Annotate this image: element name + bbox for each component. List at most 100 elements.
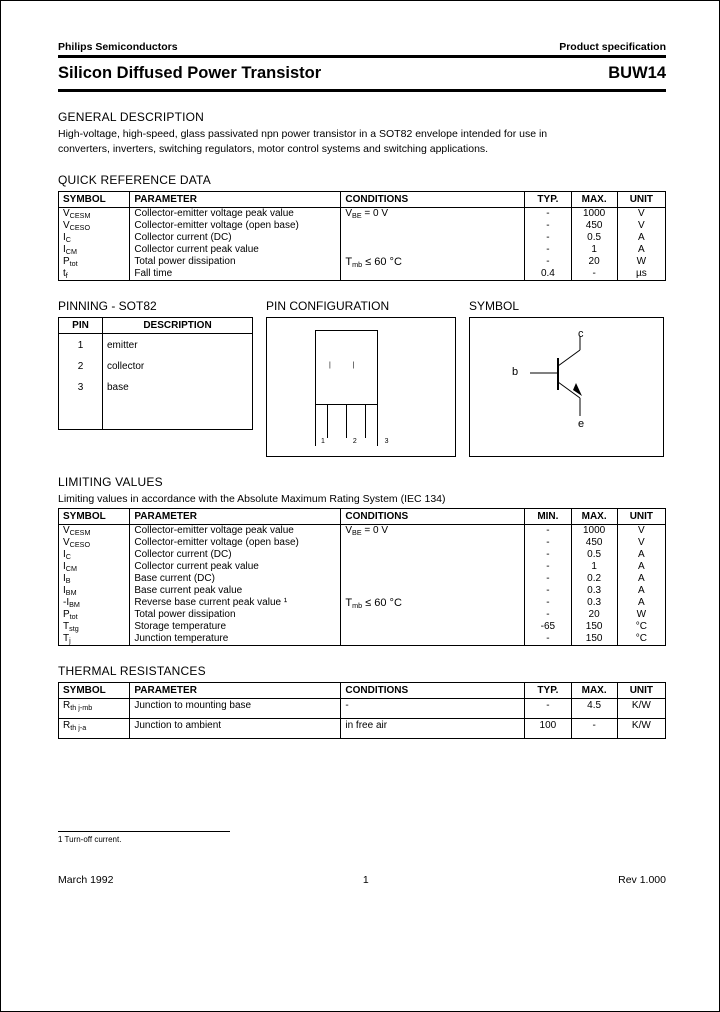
max: 20	[588, 608, 600, 620]
unit: °C	[635, 620, 647, 632]
page-footer: March 1992 1 Rev 1.000	[58, 874, 666, 886]
pin-configuration-figure: 1 2 3 | | |	[266, 317, 456, 457]
param: Total power dissipation	[134, 256, 236, 267]
max: 0.2	[587, 572, 602, 584]
param: Collector-emitter voltage (open base)	[134, 220, 299, 231]
param: Junction temperature	[134, 632, 229, 644]
param: Collector current peak value	[134, 244, 259, 255]
typ: 0.4	[540, 268, 555, 279]
sym-base: I	[63, 244, 66, 255]
package-hatch-marks: | | |	[329, 362, 389, 369]
max: 0.5	[587, 232, 602, 243]
cond-base: V	[345, 208, 353, 219]
sym-sub: CM	[65, 247, 77, 256]
sym-sub: CESM	[69, 211, 91, 220]
title-row: Silicon Diffused Power Transistor BUW14	[58, 58, 666, 89]
lv-parameter-cell: Collector-emitter voltage peak value Col…	[129, 523, 342, 646]
max: 450	[585, 220, 603, 231]
param: Collector-emitter voltage peak value	[134, 208, 294, 219]
max: 150	[585, 632, 603, 644]
cond-base: T	[345, 596, 353, 609]
min: -	[546, 524, 550, 536]
min: -	[546, 584, 550, 596]
table-row: 2 collector	[58, 353, 253, 374]
bottom-spacer	[58, 739, 666, 831]
col-min: MIN.	[524, 507, 572, 525]
unit: µs	[635, 268, 647, 279]
unit: V	[638, 220, 645, 231]
package-outline-right	[377, 330, 378, 446]
unit: A	[638, 548, 645, 560]
col-parameter: PARAMETER	[129, 191, 342, 208]
figures-row: PINNING - SOT82 PIN DESCRIPTION 1 emitte…	[58, 281, 666, 457]
general-description-line2: converters, inverters, switching regulat…	[58, 142, 489, 155]
col-conditions: CONDITIONS	[340, 191, 526, 208]
symbol-heading: SYMBOL	[469, 299, 520, 313]
sym-base: T	[63, 620, 70, 632]
cond-sub: BE	[352, 527, 362, 537]
cond-base: V	[345, 524, 353, 536]
package-outline-top	[315, 330, 378, 331]
general-description-heading: GENERAL DESCRIPTION	[58, 110, 205, 124]
sym-sub: tot	[69, 259, 78, 268]
table-row: VCESM VCESO IC ICM Ptot tf Collector-emi…	[57, 207, 667, 281]
typ: -	[546, 208, 550, 219]
typ: -	[546, 244, 550, 255]
pinning-column: PINNING - SOT82 PIN DESCRIPTION 1 emitte…	[58, 281, 253, 430]
max: 20	[588, 256, 600, 267]
pinning-table: PIN DESCRIPTION 1 emitter 2 collector 3 …	[58, 317, 253, 430]
qr-conditions-cell: VBE = 0 V Tmb ≤ 60 °C	[340, 207, 526, 281]
max: 1	[591, 244, 597, 255]
param: Total power dissipation	[134, 608, 236, 620]
limiting-values-heading: LIMITING VALUES	[58, 475, 163, 489]
col-symbol: SYMBOL	[57, 507, 131, 525]
table-row: VCESM VCESO IC ICM IB IBM -IBM Ptot Tstg…	[57, 523, 667, 646]
min: -	[546, 572, 550, 584]
param: Base current peak value	[134, 584, 243, 596]
pin-description: emitter	[102, 333, 253, 353]
thermal-parameter: Junction to ambient	[129, 717, 342, 739]
sym-base: -I	[63, 596, 70, 608]
quick-reference-table: SYMBOL PARAMETER CONDITIONS TYP. MAX. UN…	[57, 191, 667, 281]
sym-base: I	[63, 232, 66, 243]
max: 150	[585, 620, 603, 632]
min: -	[546, 632, 550, 644]
param: Storage temperature	[134, 620, 227, 632]
max: 1	[591, 560, 597, 572]
thermal-symbol: Rth j-mb	[57, 697, 131, 719]
col-typ: TYP.	[524, 191, 572, 208]
col-conditions: CONDITIONS	[340, 681, 526, 699]
cond-tail: = 0 V	[361, 524, 389, 536]
sym-base: I	[63, 560, 66, 572]
thermal-parameter: Junction to mounting base	[129, 697, 342, 719]
table-row: Rth j-mb Junction to mounting base - - 4…	[57, 697, 667, 719]
param: Collector current (DC)	[134, 232, 232, 243]
unit: V	[638, 208, 645, 219]
pinning-heading: PINNING - SOT82	[58, 299, 157, 313]
qr-max-cell: 1000 450 0.5 1 20 -	[570, 207, 618, 281]
param: Fall time	[134, 268, 173, 279]
sym-base: V	[63, 536, 70, 548]
table-row: Rth j-a Junction to ambient in free air …	[57, 717, 667, 739]
npn-transistor-symbol	[530, 336, 582, 416]
col-pin: PIN	[58, 317, 103, 334]
pin-configuration-column: PIN CONFIGURATION 1 2 3 | | |	[266, 281, 456, 457]
cond-tail: ≤ 60 °C	[362, 596, 402, 609]
col-typ: TYP.	[524, 681, 572, 699]
table-header-row: SYMBOL PARAMETER CONDITIONS MIN. MAX. UN…	[57, 507, 667, 525]
sym-sub: BM	[65, 587, 77, 597]
sym-base: I	[63, 572, 66, 584]
thermal-typ: -	[524, 697, 572, 719]
table-header-row: PIN DESCRIPTION	[58, 317, 253, 334]
sym-base: I	[63, 548, 66, 560]
sym-base: I	[63, 584, 66, 596]
sym-sub: CESO	[69, 223, 91, 232]
sym-sub: CESO	[69, 539, 91, 549]
sym-base: t	[63, 268, 66, 279]
footer-revision: Rev 1.000	[618, 873, 666, 886]
max: 1000	[582, 208, 606, 219]
thermal-unit: K/W	[616, 717, 667, 739]
cond-tail: ≤ 60 °C	[362, 256, 402, 268]
typ: -	[546, 220, 550, 231]
max: 0.3	[587, 584, 602, 596]
